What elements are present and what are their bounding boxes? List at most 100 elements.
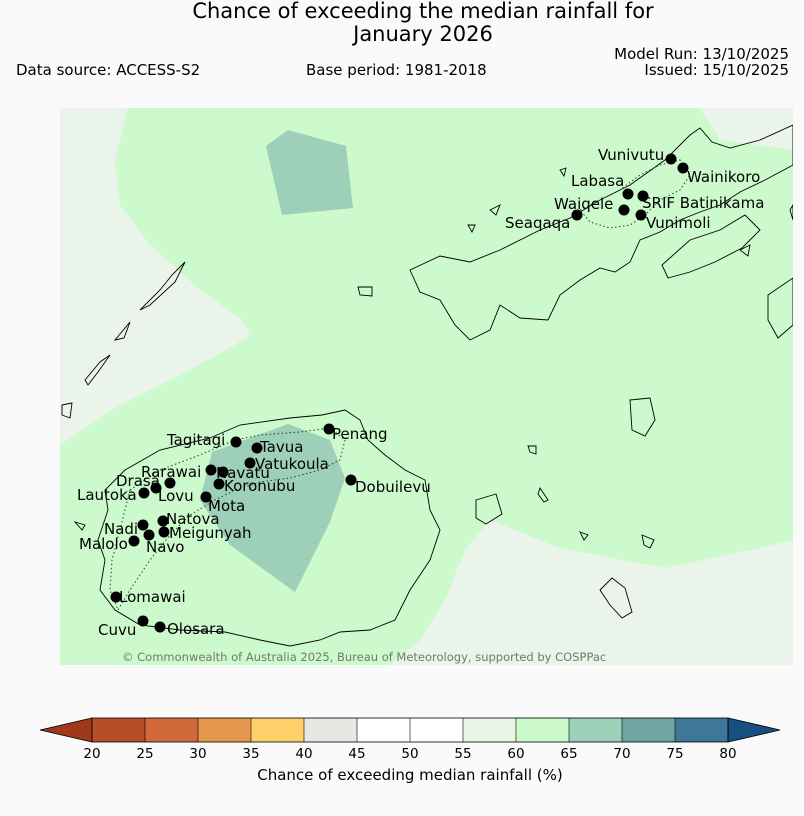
vanua-levu-district-boundary	[579, 159, 691, 229]
islet-5	[579, 531, 589, 541]
colorbar-extend-low	[39, 717, 93, 743]
colorbar-tick-40: 40	[295, 746, 312, 762]
probability-band-65-70-viti-levu	[200, 424, 345, 592]
data-source-label: Data source: ACCESS-S2	[16, 61, 201, 79]
station-label-dobuilevu: Dobuilevu	[355, 478, 431, 496]
colorbar-tick-30: 30	[189, 746, 206, 762]
islet-4	[537, 486, 549, 503]
station-label-lautoka: Lautoka	[77, 486, 137, 504]
station-label-navo: Navo	[146, 538, 184, 556]
station-marker-wainikoro	[677, 162, 689, 174]
colorbar-tick-35: 35	[242, 746, 259, 762]
colorbar-swatch-55-60	[463, 718, 516, 742]
title-line-2: January 2026	[353, 22, 493, 46]
colorbar-swatch-65-70	[569, 718, 622, 742]
title-line-1: Chance of exceeding the median rainfall …	[192, 0, 654, 23]
colorbar-swatch-25-30	[145, 718, 198, 742]
station-marker-olosara	[154, 621, 166, 633]
issued-label: Issued: 15/10/2025	[644, 61, 789, 79]
probability-band-65-70-north	[266, 130, 353, 215]
colorbar-extend-high	[727, 717, 781, 743]
viti-levu-coastline	[97, 409, 441, 647]
station-label-olosara: Olosara	[167, 620, 225, 638]
station-label-vatukoula: Vatukoula	[255, 455, 329, 473]
lau-islets	[467, 167, 793, 257]
vanua-levu-coastline	[409, 124, 793, 341]
map-title: Chance of exceeding the median rainfall …	[0, 0, 804, 46]
station-marker-nadi	[137, 519, 149, 531]
islet-6	[641, 534, 655, 549]
model-run-label: Model Run: 13/10/2025	[614, 45, 789, 63]
station-label-vunimoli: Vunimoli	[646, 214, 711, 232]
station-marker-navo	[143, 529, 155, 541]
station-label-tagitagi: Tagitagi	[166, 431, 225, 449]
colorbar-swatch-35-40	[251, 718, 304, 742]
station-label-tavua: Tavua	[259, 438, 303, 456]
station-marker-tagitagi	[230, 436, 242, 448]
colorbar-tick-45: 45	[348, 746, 365, 762]
station-label-lomawai: Lomawai	[119, 588, 186, 606]
yasawa-islands	[61, 261, 186, 531]
colorbar-swatch-45-50	[357, 718, 410, 742]
station-marker-malolo	[128, 535, 140, 547]
station-marker-cuvu	[137, 615, 149, 627]
station-label-mota: Mota	[208, 497, 245, 515]
station-marker-tavua	[251, 442, 263, 454]
station-label-wainikoro: Wainikoro	[687, 168, 760, 186]
station-marker-natova	[157, 515, 169, 527]
viti-levu-district-boundary	[109, 427, 346, 612]
station-label-waiqele: Waiqele	[554, 195, 613, 213]
colorbar-tick-80: 80	[719, 746, 736, 762]
islet-8	[767, 277, 793, 339]
taveuni-coastline	[661, 214, 761, 279]
base-period-label: Base period: 1981-2018	[306, 61, 487, 79]
station-marker-labasa	[622, 188, 634, 200]
station-label-meigunyah: Meigunyah	[169, 524, 251, 542]
colorbar-tick-70: 70	[613, 746, 630, 762]
islet-3	[357, 286, 373, 297]
station-marker-meigunyah	[158, 526, 170, 538]
station-marker-drasa	[150, 482, 162, 494]
district-boundaries	[109, 159, 691, 612]
colorbar-swatch-20-25	[92, 718, 145, 742]
colorbar-tick-60: 60	[507, 746, 524, 762]
colorbar: 20 25 30 35 40 45 50 55 60 65 70 75 80	[39, 717, 781, 762]
colorbar-tick-25: 25	[136, 746, 153, 762]
colorbar-tick-75: 75	[666, 746, 683, 762]
station-marker-dobuilevu	[345, 474, 357, 486]
colorbar-swatch-60-65	[516, 718, 569, 742]
islet-2	[475, 493, 503, 525]
colorbar-swatch-40-45	[304, 718, 357, 742]
station-label-drasa: Drasa	[116, 472, 160, 490]
colorbar-label: Chance of exceeding median rainfall (%)	[257, 766, 563, 784]
colorbar-tick-20: 20	[83, 746, 100, 762]
station-label-rarawai: Rarawai	[141, 463, 201, 481]
station-labels: Vunivutu Wainikoro Labasa SRIF Batinikama Wa…	[77, 146, 764, 639]
station-marker-lautoka	[138, 487, 150, 499]
station-marker-rarawai	[205, 464, 217, 476]
station-marker-navatu	[217, 466, 229, 478]
map-area: Vunivutu Wainikoro Labasa SRIF Batinikama Wa…	[60, 108, 793, 665]
station-label-srif-batinikama: SRIF Batinikama	[642, 194, 764, 212]
station-marker-lomawai	[110, 591, 122, 603]
station-label-penang: Penang	[332, 425, 387, 443]
station-marker-seaqaqa	[571, 209, 583, 221]
colorbar-swatch-50-55	[410, 718, 463, 742]
station-label-lovu: Lovu	[158, 487, 194, 505]
station-marker-srif-batinikama	[637, 190, 649, 202]
colorbar-swatch-30-35	[198, 718, 251, 742]
station-marker-vatukoula	[244, 457, 256, 469]
station-label-seaqaqa: Seaqaqa	[505, 214, 570, 232]
colorbar-swatch-70-75	[622, 718, 675, 742]
station-marker-koronubu	[213, 478, 225, 490]
islet-1	[629, 397, 656, 437]
islet-7	[527, 445, 537, 455]
colorbar-swatch-75-80	[675, 718, 728, 742]
station-label-natova: Natova	[166, 510, 220, 528]
copyright-notice: © Commonwealth of Australia 2025, Bureau…	[122, 650, 606, 664]
colorbar-tick-65: 65	[560, 746, 577, 762]
station-label-nadi: Nadi	[104, 520, 138, 538]
station-label-cuvu: Cuvu	[98, 621, 136, 639]
station-marker-lovu	[164, 477, 176, 489]
station-marker-waiqele	[618, 204, 630, 216]
